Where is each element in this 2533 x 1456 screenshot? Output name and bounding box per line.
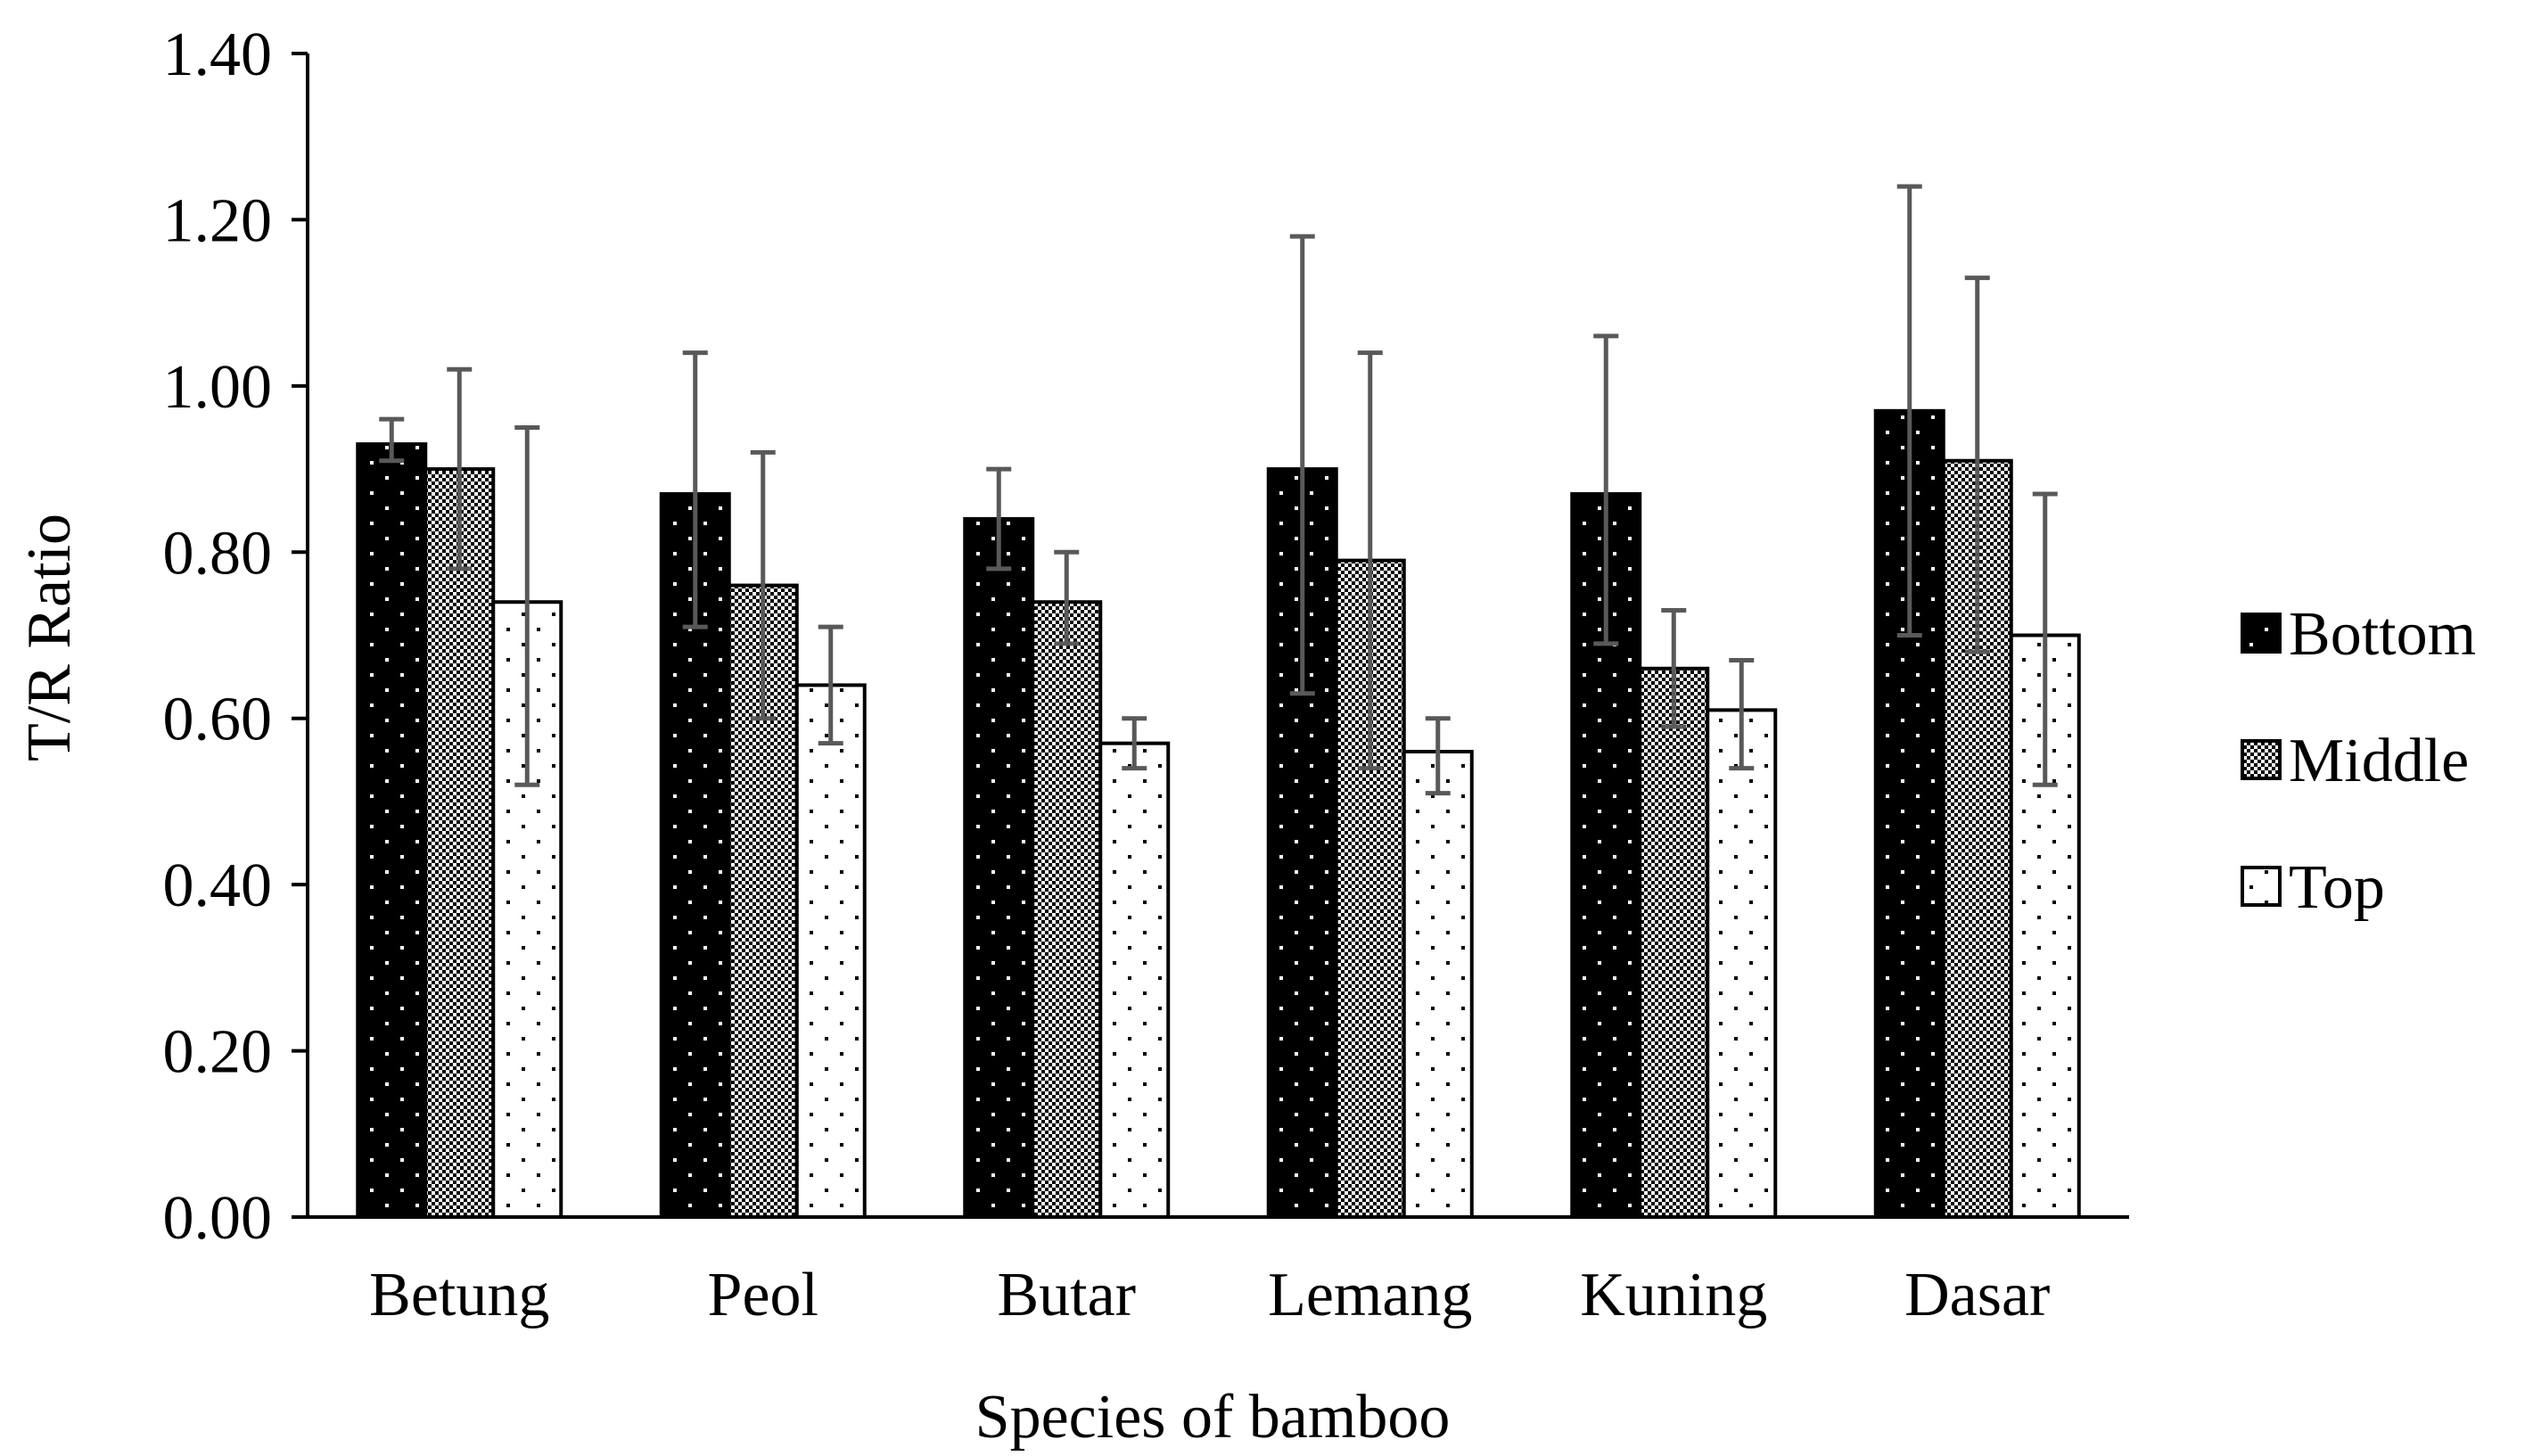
bar-top-butar — [1098, 741, 1171, 1219]
x-tick-label-butar: Butar — [997, 1261, 1136, 1329]
axes-layer: Betung Peol Butar Lemang Kuning Dasar 0.00 0.20… — [163, 21, 2129, 1329]
error-bar-middle-butar — [1054, 549, 1080, 646]
error-bar-bottom-peol — [682, 350, 708, 629]
bar-middle-kuning — [1638, 666, 1710, 1219]
bar-bottom-betung — [356, 442, 428, 1220]
legend-label-middle: Middle — [2289, 727, 2469, 795]
x-tick-label-peol: Peol — [708, 1261, 818, 1329]
legend-label-top: Top — [2289, 853, 2385, 922]
x-axis-title: Species of bamboo — [975, 1383, 1451, 1452]
y-tick-label: 0.80 — [163, 519, 273, 588]
x-tick-label-dasar: Dasar — [1904, 1261, 2050, 1329]
error-bar-top-kuning — [1729, 657, 1755, 771]
bar-top-lemang — [1402, 750, 1474, 1219]
x-tick-label-betung: Betung — [369, 1261, 549, 1329]
y-tick-label: 1.00 — [163, 353, 273, 422]
error-bar-top-butar — [1122, 716, 1147, 771]
y-tick-label: 1.40 — [163, 21, 273, 89]
y-tick-label: 0.40 — [163, 851, 273, 920]
error-bar-top-peol — [818, 624, 843, 746]
y-tick-label: 0.00 — [163, 1184, 273, 1253]
error-bar-middle-dasar — [1964, 276, 1990, 654]
bar-middle-butar — [1031, 600, 1103, 1219]
error-bar-bottom-lemang — [1289, 234, 1315, 696]
error-bar-middle-peol — [750, 449, 776, 721]
error-bar-top-betung — [514, 424, 540, 787]
error-bar-top-lemang — [1425, 716, 1451, 796]
x-tick-label-lemang: Lemang — [1268, 1261, 1472, 1329]
error-bar-top-dasar — [2032, 491, 2058, 787]
error-bar-bottom-kuning — [1593, 333, 1619, 646]
error-bar-bottom-betung — [379, 416, 405, 464]
error-bar-middle-betung — [447, 366, 473, 572]
bar-top-kuning — [1706, 708, 1778, 1219]
y-axis-title: T/R Ratio — [15, 514, 84, 761]
legend-swatch-top — [2241, 866, 2282, 907]
x-tick-label-kuning: Kuning — [1580, 1261, 1767, 1329]
error-bar-bottom-dasar — [1896, 184, 1922, 638]
legend: Bottom Middle Top — [2241, 600, 2476, 922]
bar-middle-betung — [424, 467, 496, 1219]
legend-swatch-middle — [2241, 739, 2282, 780]
bar-bottom-butar — [963, 517, 1035, 1219]
error-bar-middle-kuning — [1661, 608, 1687, 729]
error-bar-middle-lemang — [1357, 350, 1383, 771]
y-tick-label: 1.20 — [163, 186, 273, 255]
legend-swatch-bottom — [2241, 613, 2282, 654]
bars-layer — [356, 408, 2081, 1220]
y-tick-label: 0.20 — [163, 1018, 273, 1087]
legend-label-bottom: Bottom — [2289, 600, 2476, 669]
y-tick-label: 0.60 — [163, 686, 273, 754]
error-bars-layer — [379, 184, 2058, 796]
error-bar-bottom-butar — [986, 466, 1012, 572]
bar-top-peol — [794, 683, 867, 1219]
